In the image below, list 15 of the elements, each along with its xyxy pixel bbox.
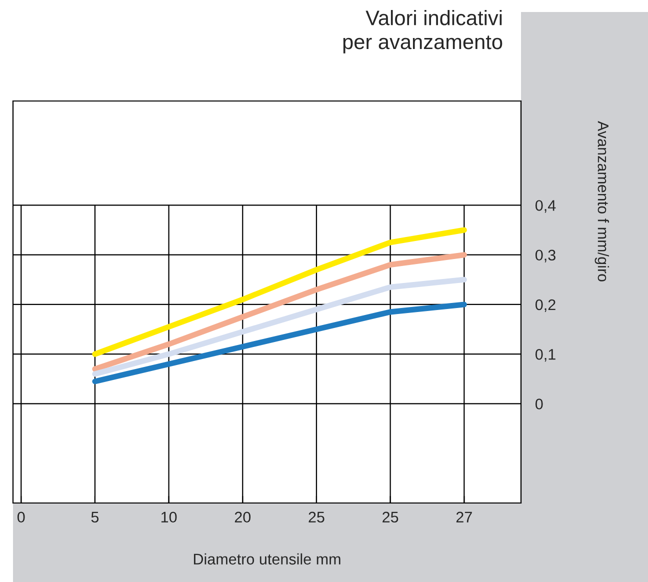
x-tick-label: 20 bbox=[234, 512, 251, 523]
x-tick-label: 5 bbox=[91, 512, 99, 523]
x-tick-label: 0 bbox=[17, 512, 25, 523]
y-tick-label: 0,3 bbox=[535, 250, 556, 262]
y-tick-label: 0,1 bbox=[535, 348, 556, 362]
chart-title: Valori indicativi per avanzamento bbox=[343, 10, 502, 54]
y-tick-label: 0,2 bbox=[535, 299, 556, 312]
x-tick-label: 27 bbox=[456, 512, 472, 522]
x-axis-title: Diametro utensile mm bbox=[194, 553, 340, 565]
x-tick-label: 10 bbox=[161, 512, 177, 523]
y-axis-title: Avanzamento f mm/giro bbox=[594, 121, 609, 282]
y-tick-label: 0 bbox=[535, 398, 543, 410]
y-tick-label: 0,4 bbox=[535, 200, 556, 213]
x-tick-label: 25 bbox=[308, 512, 324, 523]
x-tick-label: 25 bbox=[382, 512, 398, 523]
